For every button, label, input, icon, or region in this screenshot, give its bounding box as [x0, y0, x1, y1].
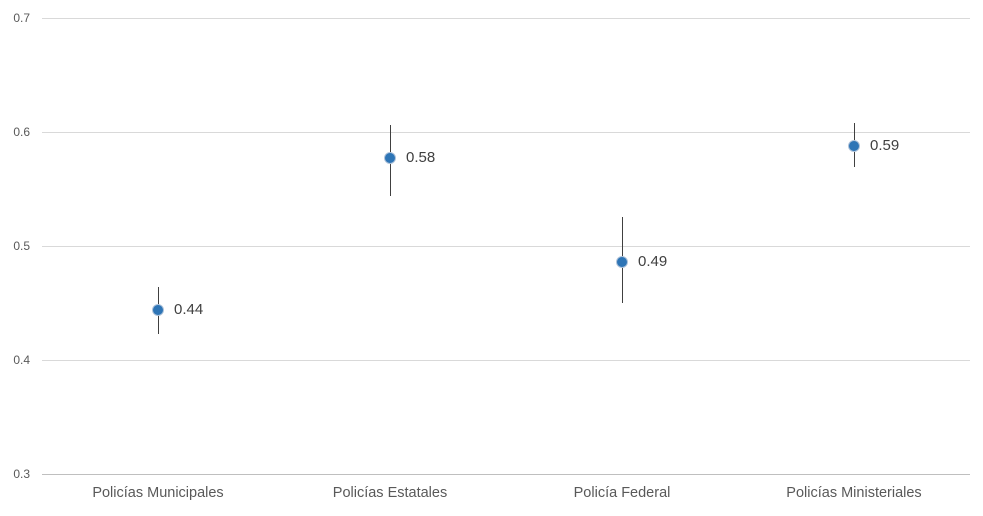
data-point-marker — [616, 256, 628, 268]
y-tick-label: 0.4 — [13, 353, 30, 367]
x-axis-line — [42, 473, 970, 475]
y-tick-label: 0.3 — [13, 467, 30, 481]
data-point-label: 0.44 — [174, 301, 204, 318]
data-point-marker — [384, 152, 396, 164]
data-point-marker — [848, 140, 860, 152]
data-point-label: 0.58 — [406, 149, 436, 166]
gridline — [42, 131, 970, 133]
y-tick-label: 0.5 — [13, 239, 30, 253]
data-point-label: 0.59 — [870, 137, 900, 154]
data-point-label: 0.49 — [638, 253, 668, 270]
y-tick-label: 0.7 — [13, 11, 30, 25]
x-category-label: Policías Ministeriales — [786, 485, 922, 501]
x-category-label: Policía Federal — [573, 485, 671, 501]
y-tick-label: 0.6 — [13, 125, 30, 139]
x-category-label: Policías Municipales — [92, 485, 224, 501]
x-category-label: Policías Estatales — [332, 485, 448, 501]
gridline — [42, 359, 970, 361]
gridline — [42, 17, 970, 19]
data-point-marker — [152, 304, 164, 316]
gridline — [42, 245, 970, 247]
